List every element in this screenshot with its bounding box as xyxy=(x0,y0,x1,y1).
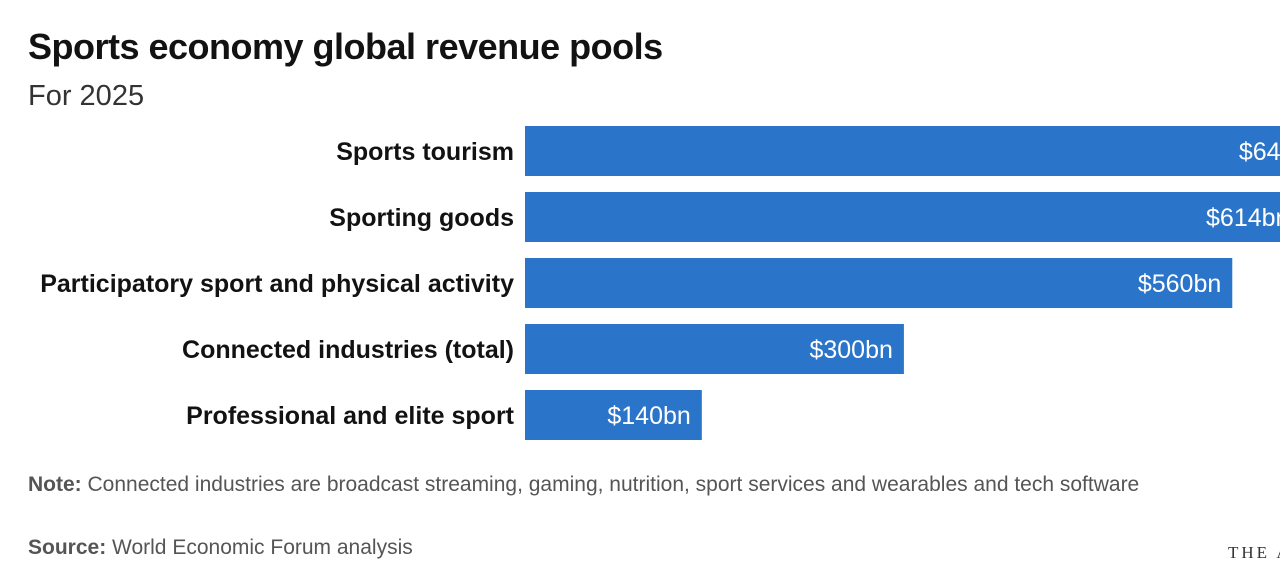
category-label-3: Connected industries (total) xyxy=(182,336,514,364)
value-label-4: $140bn xyxy=(607,402,690,430)
value-label-3: $300bn xyxy=(809,336,892,364)
category-label-4: Professional and elite sport xyxy=(186,402,515,430)
bar-4 xyxy=(525,390,702,440)
bar-0 xyxy=(525,126,1280,176)
note-text: Connected industries are broadcast strea… xyxy=(87,473,1140,496)
chart-note: Note: Connected industries are broadcast… xyxy=(28,472,1168,498)
note-label: Note: xyxy=(28,473,82,496)
category-label-2: Participatory sport and physical activit… xyxy=(40,270,514,298)
chart-title: Sports economy global revenue pools xyxy=(28,26,663,67)
category-label-0: Sports tourism xyxy=(336,138,514,166)
bar-2 xyxy=(525,258,1233,308)
bar-chart: Sports tourism $640bn Sporting goods $614bn… xyxy=(40,126,1280,440)
value-label-0: $640bn xyxy=(1239,138,1280,166)
brand-logo: THE ATHLETIC xyxy=(1228,543,1280,562)
bar-3 xyxy=(525,324,904,374)
source-label: Source: xyxy=(28,536,107,559)
category-label-1: Sporting goods xyxy=(329,204,514,232)
source-text: World Economic Forum analysis xyxy=(112,536,413,559)
chart-subtitle: For 2025 xyxy=(28,80,145,112)
value-label-2: $560bn xyxy=(1138,270,1221,298)
bar-1 xyxy=(525,192,1280,242)
chart-source: Source: World Economic Forum analysis xyxy=(28,536,413,560)
value-label-1: $614bn xyxy=(1206,204,1280,232)
